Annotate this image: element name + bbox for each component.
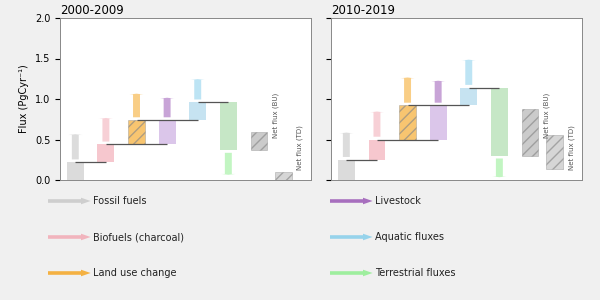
FancyBboxPatch shape — [399, 106, 416, 140]
FancyBboxPatch shape — [220, 102, 237, 150]
Text: Fossil fuels: Fossil fuels — [93, 196, 146, 206]
FancyBboxPatch shape — [128, 120, 145, 144]
FancyBboxPatch shape — [338, 160, 355, 180]
FancyBboxPatch shape — [491, 88, 508, 156]
Text: Net flux (BU): Net flux (BU) — [272, 93, 279, 138]
Text: 2010-2019: 2010-2019 — [331, 4, 395, 17]
FancyBboxPatch shape — [67, 162, 84, 180]
Text: Biofuels (charcoal): Biofuels (charcoal) — [93, 232, 184, 242]
Text: Net flux (BU): Net flux (BU) — [544, 93, 550, 138]
Text: 2000-2009: 2000-2009 — [60, 4, 124, 17]
FancyBboxPatch shape — [97, 144, 115, 162]
Text: Livestock: Livestock — [375, 196, 421, 206]
Text: Terrestrial fluxes: Terrestrial fluxes — [375, 268, 455, 278]
Text: Aquatic fluxes: Aquatic fluxes — [375, 232, 444, 242]
Y-axis label: Flux (PgCyr⁻¹): Flux (PgCyr⁻¹) — [19, 64, 29, 134]
Text: Net flux (TD): Net flux (TD) — [568, 125, 575, 170]
FancyBboxPatch shape — [460, 88, 477, 106]
Text: Land use change: Land use change — [93, 268, 176, 278]
FancyBboxPatch shape — [190, 102, 206, 120]
FancyBboxPatch shape — [251, 132, 268, 150]
FancyBboxPatch shape — [368, 140, 385, 160]
FancyBboxPatch shape — [159, 120, 176, 144]
FancyBboxPatch shape — [521, 109, 538, 156]
FancyBboxPatch shape — [430, 106, 446, 140]
FancyBboxPatch shape — [546, 135, 563, 170]
Text: Net flux (TD): Net flux (TD) — [297, 125, 304, 170]
FancyBboxPatch shape — [275, 172, 292, 180]
